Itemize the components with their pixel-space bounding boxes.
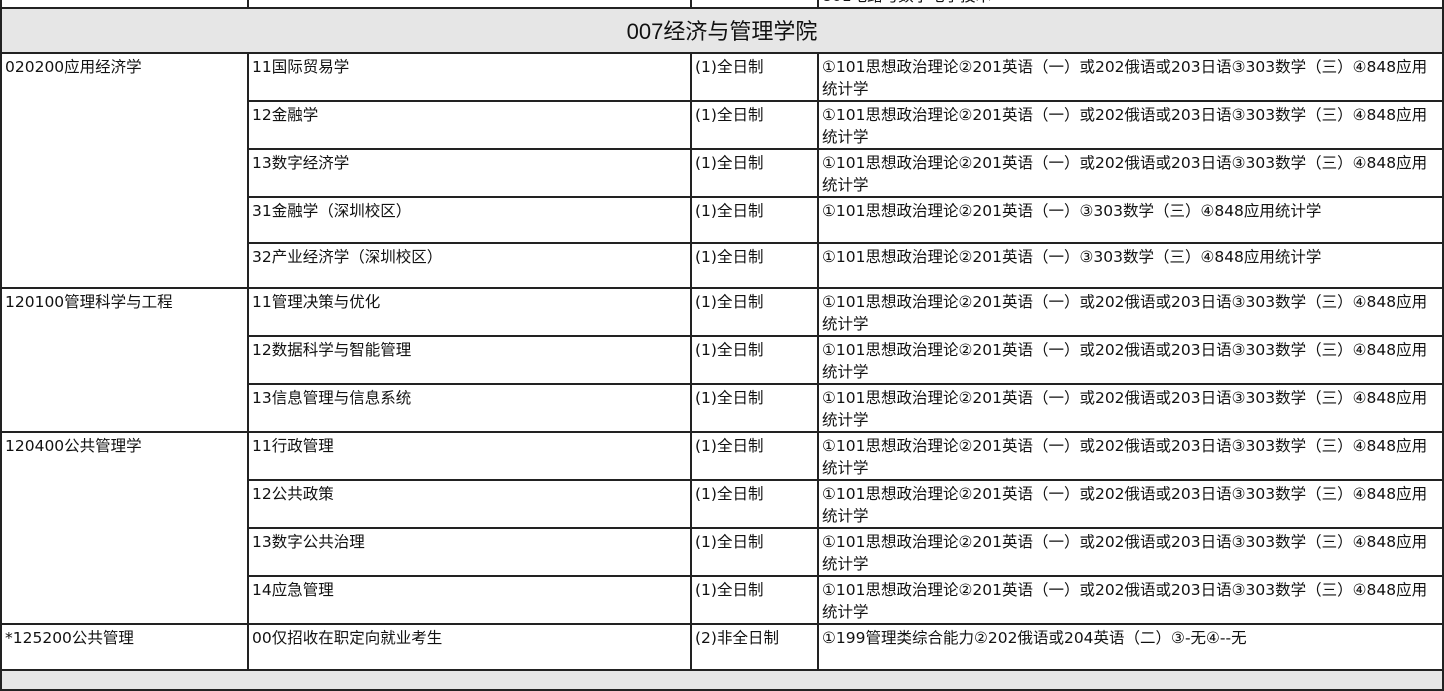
college-header-row: 007经济与管理学院 bbox=[0, 7, 1444, 54]
table-row: 13数字公共治理 (1)全日制 ①101思想政治理论②201英语（一）或202俄语或… bbox=[1, 527, 1444, 578]
exam-subjects-cell: ①101思想政治理论②201英语（一）③303数学（三）④848应用统计学 bbox=[817, 241, 1444, 290]
college-title: 007经济与管理学院 bbox=[0, 7, 1444, 54]
exam-subjects-cell: ①101思想政治理论②201英语（一）或202俄语或203日语③303数学（三）… bbox=[817, 431, 1444, 482]
study-mode-cell: (1)全日制 bbox=[690, 527, 819, 578]
major-cell: 120100管理科学与工程 bbox=[0, 287, 249, 434]
table-row: 31金融学（深圳校区） (1)全日制 ①101思想政治理论②201英语（一）③303… bbox=[1, 196, 1444, 244]
direction-cell: 31金融学（深圳校区） bbox=[247, 196, 692, 244]
exam-subjects-cell: ①101思想政治理论②201英语（一）或202俄语或203日语③303数学（三）… bbox=[817, 383, 1444, 434]
exam-subjects-cell: ①101思想政治理论②201英语（一）或202俄语或203日语③303数学（三）… bbox=[817, 52, 1444, 102]
exam-subjects-cell: ①101思想政治理论②201英语（一）或202俄语或203日语③303数学（三）… bbox=[817, 479, 1444, 530]
table-row: 13信息管理与信息系统 (1)全日制 ①101思想政治理论②201英语（一）或202… bbox=[1, 383, 1444, 434]
table-row: 14应急管理 (1)全日制 ①101思想政治理论②201英语（一）或202俄语或20… bbox=[1, 575, 1444, 626]
study-mode-cell: (1)全日制 bbox=[690, 52, 819, 102]
exam-subjects-cell: ①101思想政治理论②201英语（一）或202俄语或203日语③303数学（三）… bbox=[817, 335, 1444, 386]
direction-cell: 11管理决策与优化 bbox=[247, 287, 692, 338]
exam-subjects-cell: ①101思想政治理论②201英语（一）或202俄语或203日语③303数学（三）… bbox=[817, 527, 1444, 578]
table-row: 020200应用经济学 11国际贸易学 (1)全日制 ①101思想政治理论②201英语… bbox=[0, 51, 1444, 290]
table-row: 12公共政策 (1)全日制 ①101思想政治理论②201英语（一）或202俄语或20… bbox=[1, 479, 1444, 530]
table-row: *125200公共管理 00仅招收在职定向就业考生 (2)非全日制 ①199管理类综合… bbox=[0, 623, 1444, 671]
major-cell: *125200公共管理 bbox=[0, 623, 249, 671]
study-mode-cell: (1)全日制 bbox=[690, 100, 819, 150]
direction-cell: 12数据科学与智能管理 bbox=[247, 335, 692, 386]
direction-cell: 11国际贸易学 bbox=[247, 52, 692, 102]
table-row: 120400公共管理学 11行政管理 (1)全日制 ①101思想政治理论②201英语（… bbox=[0, 431, 1444, 626]
direction-cell: 13数字公共治理 bbox=[247, 527, 692, 578]
study-mode-cell: (1)全日制 bbox=[690, 383, 819, 434]
next-row bbox=[0, 668, 1444, 691]
study-mode-cell: (2)非全日制 bbox=[690, 623, 819, 671]
study-mode-cell: (1)全日制 bbox=[690, 335, 819, 386]
direction-cell: 12金融学 bbox=[247, 100, 692, 150]
study-mode-cell: (1)全日制 bbox=[690, 241, 819, 290]
direction-cell: 11行政管理 bbox=[247, 431, 692, 482]
direction-cell: 14应急管理 bbox=[247, 575, 692, 626]
major-cell: 120400公共管理学 bbox=[0, 431, 249, 626]
exam-subjects-cell: ①101思想政治理论②201英语（一）或202俄语或203日语③303数学（三）… bbox=[817, 148, 1444, 198]
exam-subjects-cell: ①101思想政治理论②201英语（一）或202俄语或203日语③303数学（三）… bbox=[817, 287, 1444, 338]
previous-subjects: 801电路与数字电子技术 bbox=[817, 0, 1444, 9]
direction-cell: 32产业经济学（深圳校区） bbox=[247, 241, 692, 290]
exam-subjects-cell: ①101思想政治理论②201英语（一）或202俄语或203日语③303数学（三）… bbox=[817, 575, 1444, 626]
exam-subjects-cell: ①101思想政治理论②201英语（一）③303数学（三）④848应用统计学 bbox=[817, 196, 1444, 244]
study-mode-cell: (1)全日制 bbox=[690, 431, 819, 482]
table-row: 32产业经济学（深圳校区） (1)全日制 ①101思想政治理论②201英语（一）③3… bbox=[1, 241, 1444, 290]
table-row: 12金融学 (1)全日制 ①101思想政治理论②201英语（一）或202俄语或203… bbox=[1, 100, 1444, 150]
major-cell: 020200应用经济学 bbox=[0, 51, 249, 290]
study-mode-cell: (1)全日制 bbox=[690, 575, 819, 626]
previous-row: 801电路与数字电子技术 bbox=[0, 0, 1444, 9]
study-mode-cell: (1)全日制 bbox=[690, 479, 819, 530]
table-row: 13数字经济学 (1)全日制 ①101思想政治理论②201英语（一）或202俄语或2… bbox=[1, 148, 1444, 198]
table-row: 120100管理科学与工程 11管理决策与优化 (1)全日制 ①101思想政治理论②2… bbox=[0, 287, 1444, 434]
exam-subjects-cell: ①101思想政治理论②201英语（一）或202俄语或203日语③303数学（三）… bbox=[817, 100, 1444, 150]
direction-cell: 13信息管理与信息系统 bbox=[247, 383, 692, 434]
study-mode-cell: (1)全日制 bbox=[690, 196, 819, 244]
direction-cell: 00仅招收在职定向就业考生 bbox=[247, 623, 692, 671]
exam-subjects-cell: ①199管理类综合能力②202俄语或204英语（二）③-无④--无 bbox=[817, 623, 1444, 671]
study-mode-cell: (1)全日制 bbox=[690, 148, 819, 198]
study-mode-cell: (1)全日制 bbox=[690, 287, 819, 338]
direction-cell: 12公共政策 bbox=[247, 479, 692, 530]
direction-cell: 13数字经济学 bbox=[247, 148, 692, 198]
table-row: 12数据科学与智能管理 (1)全日制 ①101思想政治理论②201英语（一）或202… bbox=[1, 335, 1444, 386]
